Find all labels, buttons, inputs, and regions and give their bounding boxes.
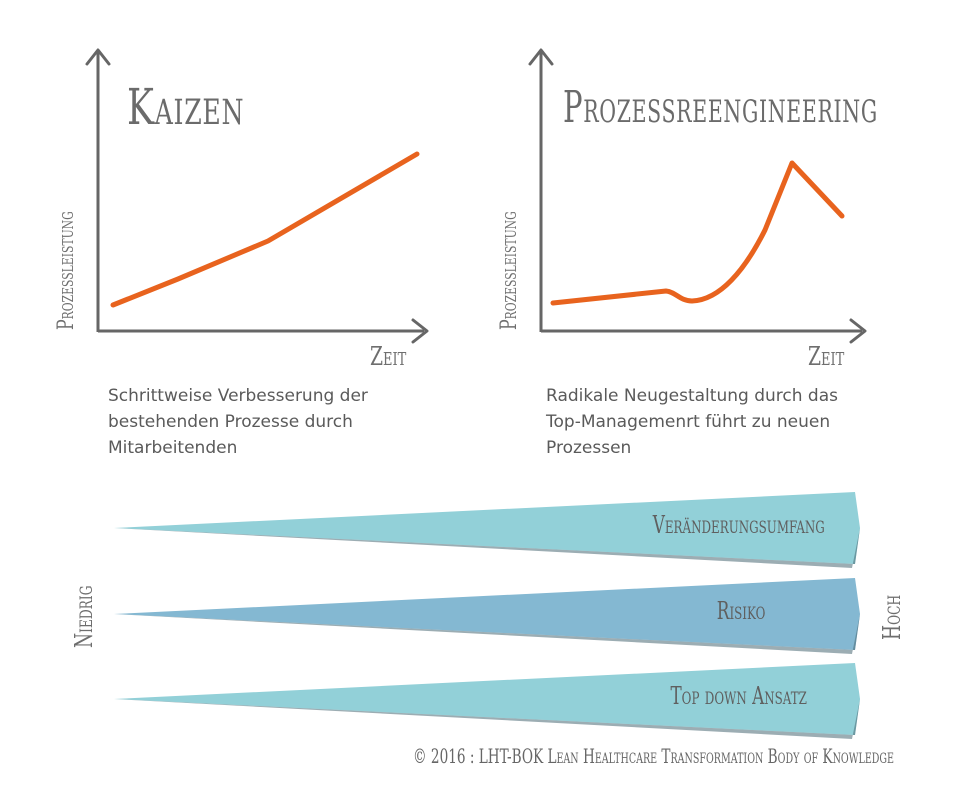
kaizen-chart xyxy=(85,48,429,344)
wedge-label-change-scope: Veränderungsumfang xyxy=(652,511,825,539)
kaizen-y-arrowhead xyxy=(85,48,111,66)
reengineering-x-arrowhead xyxy=(849,318,867,344)
kaizen-title: Kaizen xyxy=(127,78,245,136)
reengineering-y-axis-label: Prozessleistung xyxy=(497,211,522,330)
scale-low-label: Niedrig xyxy=(70,585,98,648)
kaizen-performance-line xyxy=(110,151,420,308)
wedge-change-scope-shadow xyxy=(114,528,860,568)
wedge-label-risk: Risiko xyxy=(716,597,765,625)
wedge-top-down-shadow xyxy=(114,699,860,739)
scale-high-label: Hoch xyxy=(878,594,906,640)
wedges xyxy=(114,492,860,739)
reengineering-description: Radikale Neugestaltung durch das Top-Man… xyxy=(546,386,838,458)
kaizen-x-arrowhead xyxy=(411,318,429,344)
wedge-risk-shadow xyxy=(114,614,860,654)
reengineering-x-axis-label: Zeit xyxy=(808,342,845,372)
wedge-risk xyxy=(114,578,860,650)
wedge-change-scope xyxy=(114,492,860,564)
reengineering-chart xyxy=(528,48,867,344)
copyright-notice: © 2016 : LHT-BOK Lean Healthcare Transfo… xyxy=(413,744,894,768)
kaizen-y-axis-label: Prozessleistung xyxy=(54,211,79,330)
reengineering-y-arrowhead xyxy=(528,48,554,66)
reengineering-performance-line xyxy=(550,160,845,306)
wedge-top-down xyxy=(114,663,860,735)
kaizen-description: Schrittweise Verbesserung der bestehende… xyxy=(108,386,368,458)
wedge-label-top-down: Top down Ansatz xyxy=(670,682,807,710)
reengineering-title: Prozessreengineering xyxy=(563,82,878,133)
kaizen-x-axis-label: Zeit xyxy=(370,342,407,372)
